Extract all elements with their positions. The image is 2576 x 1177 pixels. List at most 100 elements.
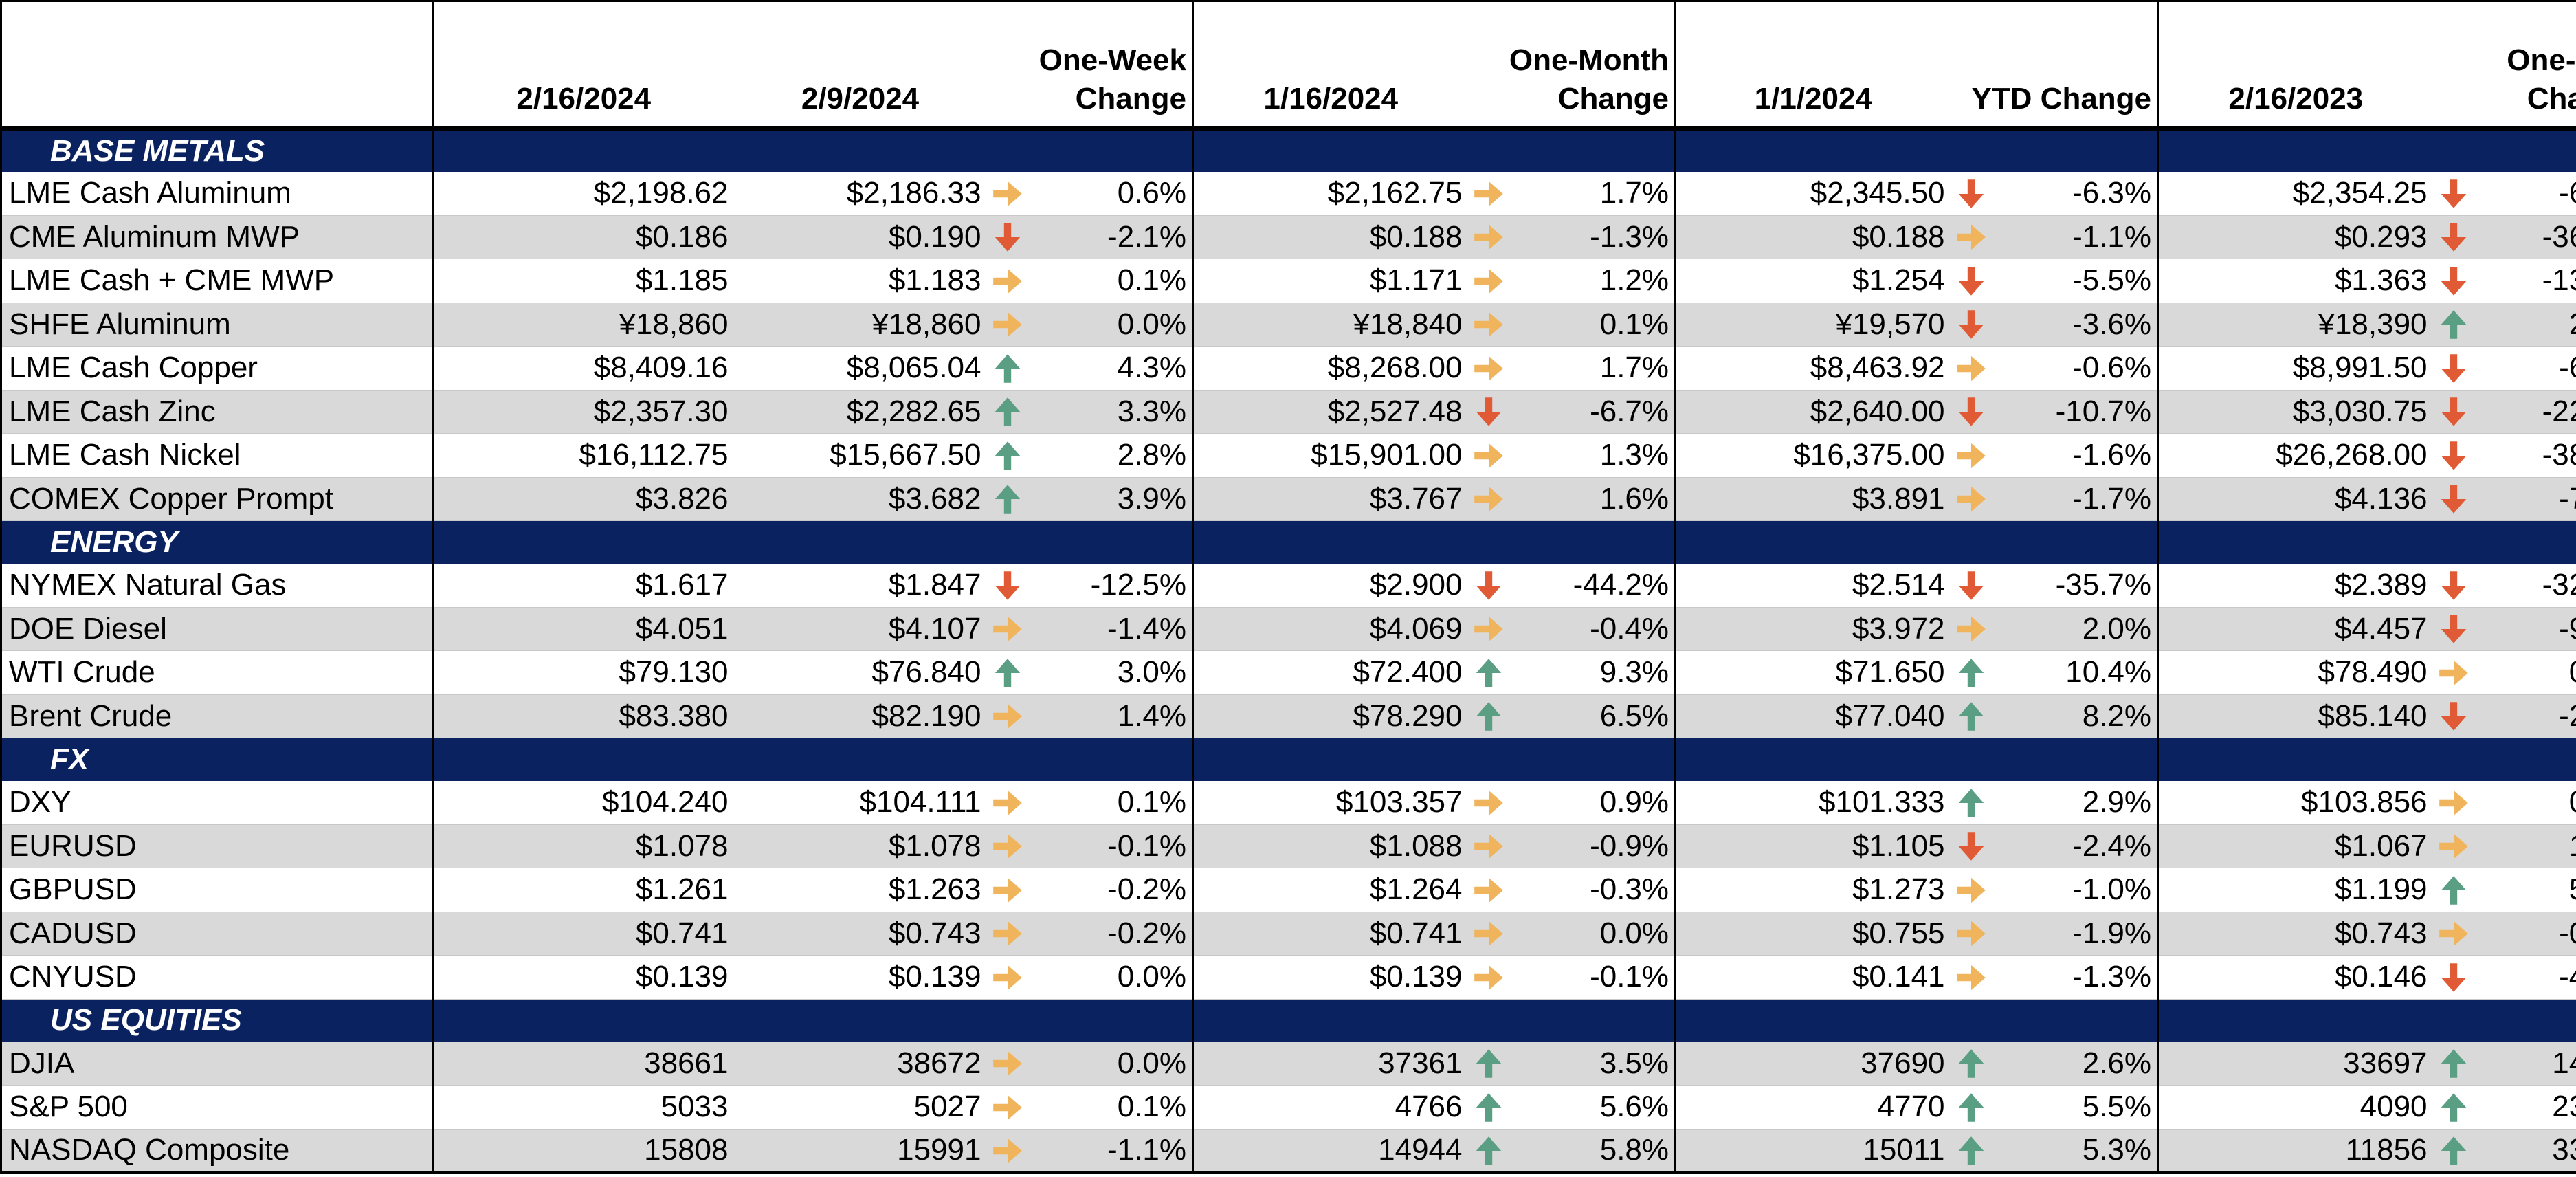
section-fill-cell bbox=[432, 129, 734, 172]
section-fill-cell bbox=[2157, 520, 2433, 564]
ytd-change: -0.6% bbox=[1951, 346, 2159, 390]
section-fill-cell bbox=[2157, 129, 2433, 172]
value-ytd-start: $8,463.92 bbox=[1675, 346, 1951, 390]
value-week-ago: $104.111 bbox=[733, 780, 987, 825]
week-change: 0.1% bbox=[1007, 1085, 1194, 1130]
ytd-change: -2.4% bbox=[1951, 824, 2159, 868]
arrow-flat-icon bbox=[992, 268, 1022, 294]
section-fill-cell bbox=[1467, 520, 1677, 564]
value-current: $83.380 bbox=[432, 694, 734, 738]
table-row: S&P 500 5033 5027 0.1% 4766 5.6% 4770 5.5% 4090 2… bbox=[1, 1085, 2576, 1130]
month-arrow-cell bbox=[1467, 650, 1501, 695]
value-month-ago: $0.139 bbox=[1192, 955, 1468, 1000]
arrow-up-icon bbox=[1958, 1093, 1984, 1122]
header-change-line-1: One-Week bbox=[1039, 43, 1186, 77]
row-label: EURUSD bbox=[1, 824, 434, 868]
table-row: WTI Crude $79.130 $76.840 3.0% $72.400 9.3% $7… bbox=[1, 650, 2576, 695]
header-change-line-1: One-Month bbox=[1509, 43, 1669, 77]
value-ytd-start: $3.891 bbox=[1675, 477, 1951, 521]
week-change: -0.2% bbox=[1007, 912, 1194, 956]
week-arrow-cell bbox=[986, 868, 1022, 912]
year-change: -32.3% bbox=[2434, 563, 2576, 608]
header-change-line-2: Change bbox=[1557, 82, 1669, 116]
value-month-ago: 37361 bbox=[1192, 1042, 1468, 1086]
year-arrow-cell bbox=[2432, 390, 2466, 434]
month-arrow-cell bbox=[1467, 346, 1503, 390]
month-arrow-cell bbox=[1467, 563, 1501, 608]
ytd-arrow-cell bbox=[1950, 477, 1986, 521]
value-current: $1.617 bbox=[432, 563, 734, 608]
week-change: 1.4% bbox=[1007, 694, 1194, 738]
month-arrow-cell bbox=[1467, 1129, 1501, 1173]
table-row: SHFE Aluminum ¥18,860 ¥18,860 0.0% ¥18,840 0.… bbox=[1, 302, 2576, 346]
value-month-ago: $0.741 bbox=[1192, 912, 1468, 956]
section-fill-cell bbox=[1675, 738, 1951, 781]
arrow-down-icon bbox=[2441, 615, 2466, 644]
section-fill-cell bbox=[1192, 999, 1468, 1042]
table-row: CME Aluminum MWP $0.186 $0.190 -2.1% $0.188-… bbox=[1, 215, 2576, 259]
arrow-flat-icon bbox=[992, 921, 1022, 947]
value-month-ago: 4766 bbox=[1192, 1085, 1468, 1130]
ytd-arrow-cell bbox=[1950, 258, 1984, 303]
ytd-change: -6.3% bbox=[1951, 171, 2159, 216]
header-one-month-change: One-Month Change bbox=[1467, 1, 1677, 129]
ytd-arrow-cell bbox=[1950, 1085, 1984, 1130]
value-week-ago: $0.743 bbox=[733, 912, 987, 956]
value-ytd-start: $2,640.00 bbox=[1675, 390, 1951, 434]
section-fill-cell bbox=[432, 520, 734, 564]
year-arrow-cell bbox=[2432, 477, 2466, 521]
week-arrow-cell bbox=[986, 650, 1020, 695]
value-week-ago: $3.682 bbox=[733, 477, 987, 521]
value-month-ago: $15,901.00 bbox=[1192, 433, 1468, 478]
header-blank-cell bbox=[1, 1, 434, 129]
table-row: DOE Diesel $4.051 $4.107 -1.4% $4.069 -0.4% $3… bbox=[1, 607, 2576, 651]
month-change: 0.0% bbox=[1469, 912, 1677, 956]
month-change: 0.9% bbox=[1469, 780, 1677, 825]
arrow-flat-icon bbox=[1474, 312, 1503, 338]
header-date-current: 2/16/2024 bbox=[432, 1, 734, 129]
value-ytd-start: $1.273 bbox=[1675, 868, 1951, 912]
value-ytd-start: $71.650 bbox=[1675, 650, 1951, 695]
arrow-flat-icon bbox=[1474, 268, 1503, 294]
section-fill-cell bbox=[1192, 129, 1468, 172]
week-change: -1.1% bbox=[1007, 1129, 1194, 1173]
ytd-change: 2.9% bbox=[1951, 780, 2159, 825]
value-week-ago: $15,667.50 bbox=[733, 433, 987, 478]
arrow-flat-icon bbox=[992, 704, 1022, 729]
month-arrow-cell bbox=[1467, 1085, 1501, 1130]
year-arrow-cell bbox=[2432, 955, 2466, 1000]
year-arrow-cell bbox=[2432, 302, 2466, 346]
row-label: CME Aluminum MWP bbox=[1, 215, 434, 259]
header-date-week: 2/9/2024 bbox=[733, 1, 987, 129]
value-ytd-start: $0.141 bbox=[1675, 955, 1951, 1000]
row-label: GBPUSD bbox=[1, 868, 434, 912]
ytd-arrow-cell bbox=[1950, 694, 1984, 738]
value-week-ago: $82.190 bbox=[733, 694, 987, 738]
year-arrow-cell bbox=[2432, 258, 2466, 303]
ytd-change: -1.7% bbox=[1951, 477, 2159, 521]
arrow-flat-icon bbox=[992, 877, 1022, 903]
arrow-flat-icon bbox=[2439, 790, 2468, 815]
value-year-ago: $1.199 bbox=[2157, 868, 2433, 912]
week-change: -2.1% bbox=[1007, 215, 1194, 259]
value-week-ago: $1.847 bbox=[733, 563, 987, 608]
value-current: $4.051 bbox=[432, 607, 734, 651]
year-change: -6.6% bbox=[2434, 171, 2576, 216]
value-week-ago: $0.190 bbox=[733, 215, 987, 259]
section-fill-cell bbox=[432, 999, 734, 1042]
value-current: $79.130 bbox=[432, 650, 734, 695]
value-current: 5033 bbox=[432, 1085, 734, 1130]
arrow-up-icon bbox=[2441, 1049, 2466, 1078]
ytd-change: 5.3% bbox=[1951, 1129, 2159, 1173]
value-year-ago: $4.457 bbox=[2157, 607, 2433, 651]
arrow-flat-icon bbox=[1474, 443, 1503, 469]
year-arrow-cell bbox=[2432, 780, 2468, 825]
value-month-ago: $4.069 bbox=[1192, 607, 1468, 651]
month-arrow-cell bbox=[1467, 868, 1503, 912]
year-change: -22.2% bbox=[2434, 390, 2576, 434]
value-year-ago: $1.363 bbox=[2157, 258, 2433, 303]
section-fill-cell bbox=[1467, 999, 1677, 1042]
arrow-flat-icon bbox=[992, 1094, 1022, 1121]
month-change: 6.5% bbox=[1469, 694, 1677, 738]
